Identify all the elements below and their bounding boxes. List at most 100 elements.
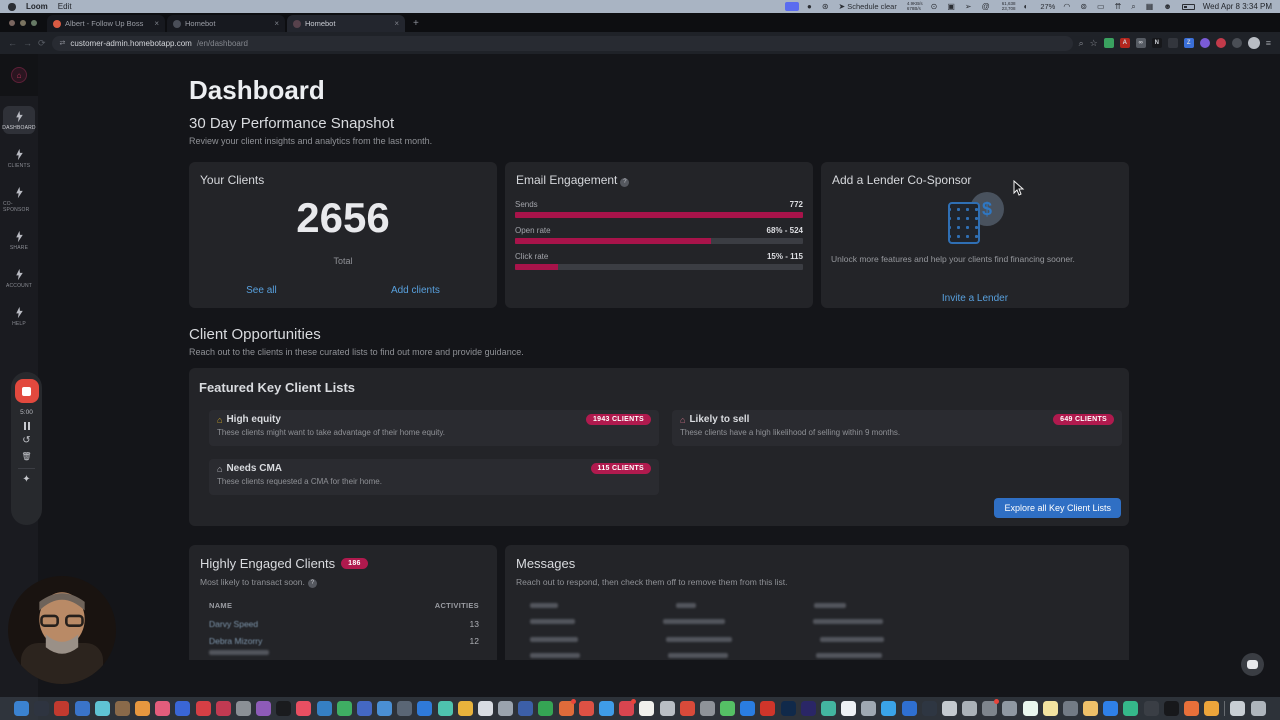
dock-app-icon[interactable] bbox=[1183, 701, 1199, 716]
dock-app-icon[interactable] bbox=[114, 701, 130, 716]
dock-app-icon[interactable] bbox=[1123, 701, 1139, 716]
dock-app-icon[interactable] bbox=[256, 701, 272, 716]
dock-app-icon[interactable] bbox=[457, 701, 473, 716]
dock-app-icon[interactable] bbox=[377, 701, 393, 716]
reload-icon[interactable]: ⟳ bbox=[38, 37, 46, 48]
menu-status-item[interactable]: ◐ bbox=[1023, 2, 1030, 11]
dock-app-icon[interactable] bbox=[1230, 701, 1246, 716]
dock-app-icon[interactable] bbox=[1250, 701, 1266, 716]
browser-tab[interactable]: Albert - Follow Up Boss × bbox=[47, 15, 165, 32]
dock-app-icon[interactable] bbox=[780, 701, 796, 716]
stop-recording-button[interactable] bbox=[14, 379, 39, 403]
explore-key-lists-button[interactable]: Explore all Key Client Lists bbox=[994, 498, 1121, 518]
dock-app-icon[interactable] bbox=[14, 701, 29, 716]
browser-menu-icon[interactable]: ≡ bbox=[1265, 38, 1272, 48]
dock-app-icon[interactable] bbox=[619, 699, 637, 716]
sidebar-nav-item[interactable]: SHARE bbox=[3, 226, 35, 254]
window-manager-icon[interactable] bbox=[784, 2, 799, 11]
tab-close-icon[interactable]: × bbox=[154, 19, 159, 28]
browser-tab[interactable]: Homebot × bbox=[167, 15, 285, 32]
menu-status-item[interactable]: ▣ bbox=[947, 2, 957, 11]
close-window-button[interactable] bbox=[9, 19, 15, 26]
extension-icon[interactable]: Z bbox=[1183, 38, 1194, 48]
extension-icon[interactable] bbox=[1103, 38, 1114, 48]
dock-app-icon[interactable] bbox=[94, 701, 110, 716]
dock-app-icon[interactable] bbox=[316, 701, 332, 716]
dock-app-icon[interactable] bbox=[558, 699, 576, 716]
extension-icon[interactable]: A bbox=[1119, 38, 1130, 48]
invite-lender-link[interactable]: Invite a Lender bbox=[941, 293, 1009, 304]
menu-status-item[interactable]: ▭ bbox=[1097, 2, 1107, 11]
client-name-link[interactable]: Debra Mizorry bbox=[209, 635, 263, 646]
dock-app-icon[interactable] bbox=[1163, 701, 1179, 716]
browser-tab[interactable]: Homebot × bbox=[287, 15, 405, 32]
help-icon[interactable]: ? bbox=[307, 578, 317, 588]
dock-app-icon[interactable] bbox=[578, 701, 594, 716]
extension-icon[interactable] bbox=[1167, 38, 1178, 48]
dock-app-icon[interactable] bbox=[800, 701, 816, 716]
address-bar-input[interactable]: ⇄ customer-admin.homebotapp.com/en/dashb… bbox=[51, 35, 1073, 51]
dock-app-icon[interactable] bbox=[1224, 701, 1226, 716]
apple-logo-icon[interactable] bbox=[8, 2, 16, 11]
dock-app-icon[interactable] bbox=[175, 701, 191, 716]
tab-close-icon[interactable]: × bbox=[274, 19, 279, 28]
sidebar-nav-item[interactable]: HELP bbox=[3, 302, 35, 330]
site-settings-icon[interactable]: ⇄ bbox=[59, 40, 66, 47]
dock-app-icon[interactable] bbox=[34, 701, 50, 716]
menu-status-item[interactable]: ◠ bbox=[1063, 2, 1072, 11]
menu-status-item[interactable]: 4.9KB/s 678B/s bbox=[905, 1, 923, 11]
dock-app-icon[interactable] bbox=[1042, 701, 1058, 716]
webcam-overlay[interactable] bbox=[8, 576, 116, 684]
sidebar-nav-item[interactable]: DASHBOARD bbox=[2, 106, 36, 134]
dock-app-icon[interactable] bbox=[135, 701, 151, 716]
menu-status-item[interactable]: ➢ bbox=[965, 2, 974, 11]
dock-app-icon[interactable] bbox=[598, 701, 614, 716]
menu-status-item[interactable]: ⇈ bbox=[1115, 2, 1124, 11]
menu-status-item[interactable]: ⊙ bbox=[931, 2, 940, 11]
dock-app-icon[interactable] bbox=[276, 701, 292, 716]
dock-app-icon[interactable] bbox=[215, 701, 231, 716]
pause-recording-button[interactable] bbox=[23, 422, 30, 430]
dock-app-icon[interactable] bbox=[1022, 701, 1038, 716]
dock-app-icon[interactable] bbox=[477, 701, 493, 716]
dock-app-icon[interactable] bbox=[195, 701, 211, 716]
dock-app-icon[interactable] bbox=[760, 701, 776, 716]
dock-app-icon[interactable] bbox=[1002, 701, 1018, 716]
add-clients-link[interactable]: Add clients bbox=[390, 285, 440, 296]
dock-app-icon[interactable] bbox=[498, 701, 514, 716]
extension-icon[interactable]: ∞ bbox=[1135, 38, 1146, 48]
dock-app-icon[interactable] bbox=[901, 701, 917, 716]
dock-app-icon[interactable] bbox=[881, 701, 897, 716]
menu-status-item[interactable]: 27% bbox=[1038, 2, 1055, 11]
dock-app-icon[interactable] bbox=[518, 701, 534, 716]
dock-app-icon[interactable] bbox=[861, 701, 877, 716]
dock-app-icon[interactable] bbox=[1083, 701, 1099, 716]
menu-status-item[interactable]: ⊛ bbox=[822, 2, 831, 11]
client-name-link[interactable]: Darvy Speed bbox=[209, 618, 259, 629]
sidebar-nav-item[interactable]: ACCOUNT bbox=[3, 264, 35, 292]
back-icon[interactable]: ← bbox=[8, 38, 17, 48]
menu-status-item[interactable]: 61,638 23,708 bbox=[1000, 1, 1016, 11]
dock-app-icon[interactable] bbox=[54, 701, 70, 716]
dock-app-icon[interactable] bbox=[296, 701, 312, 716]
dock-app-icon[interactable] bbox=[941, 701, 957, 716]
tab-close-icon[interactable]: × bbox=[394, 19, 399, 28]
extension-icon[interactable] bbox=[1231, 38, 1242, 48]
help-icon[interactable]: ? bbox=[620, 177, 630, 187]
dock-app-icon[interactable] bbox=[679, 701, 695, 716]
dock-app-icon[interactable] bbox=[74, 701, 90, 716]
key-list-item[interactable]: ⌂ Likely to sell 649 CLIENTS These clien… bbox=[672, 410, 1122, 446]
dock-app-icon[interactable] bbox=[841, 701, 857, 716]
key-list-item[interactable]: ⌂ Needs CMA 115 CLIENTS These clients re… bbox=[209, 459, 659, 495]
dock-app-icon[interactable] bbox=[1062, 701, 1078, 716]
dock-app-icon[interactable] bbox=[720, 701, 736, 716]
dock-app-icon[interactable] bbox=[1143, 701, 1159, 716]
minimize-window-button[interactable] bbox=[20, 19, 26, 26]
extension-icon[interactable] bbox=[1215, 38, 1226, 48]
dock-app-icon[interactable] bbox=[155, 701, 171, 716]
key-list-item[interactable]: ⌂ High equity 1943 CLIENTS These clients… bbox=[209, 410, 659, 446]
menu-status-item[interactable]: ▦ bbox=[1146, 2, 1156, 11]
dock-app-icon[interactable] bbox=[235, 701, 251, 716]
intercom-chat-button[interactable] bbox=[1241, 653, 1264, 676]
dock-app-icon[interactable] bbox=[437, 701, 453, 716]
